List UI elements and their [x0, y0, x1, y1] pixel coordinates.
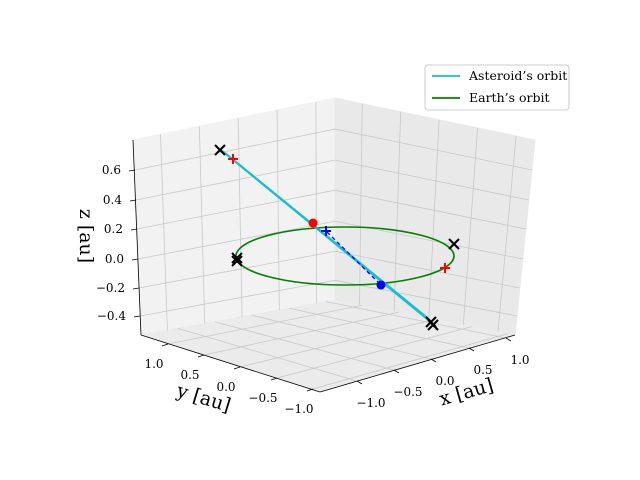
grid-floor-x — [289, 307, 470, 349]
y-tick-label: 1.0 — [144, 357, 163, 371]
grid-backleft-v — [276, 110, 280, 311]
asteroid-direction-segment — [326, 231, 382, 286]
marker-plus — [321, 226, 331, 236]
x-tick — [393, 369, 400, 374]
x-tick — [430, 358, 437, 363]
grid-z-right — [334, 128, 533, 171]
y-tick — [233, 366, 241, 370]
x-tick-label: 1.0 — [510, 353, 529, 367]
z-tick-label: −0.4 — [97, 309, 127, 323]
grid-floor-y — [276, 326, 472, 379]
grid-floor-x — [214, 321, 395, 371]
marker-dot — [308, 218, 318, 228]
legend: Asteroid’s orbit Earth’s orbit — [424, 64, 570, 111]
y-axis-line — [140, 334, 321, 393]
y-tick — [306, 388, 314, 392]
z-tick — [131, 258, 139, 261]
y-tick-label: 0.5 — [180, 368, 199, 382]
marker-x — [214, 144, 226, 156]
grid-z-left — [134, 128, 336, 171]
z-axis-line — [132, 139, 142, 336]
grid-backleft-v — [160, 134, 168, 331]
grid-floor-y — [239, 318, 435, 368]
z-tick-label: −0.2 — [96, 281, 125, 295]
y-tick — [270, 377, 278, 381]
grid-backleft-v — [198, 126, 206, 324]
x-tick — [468, 347, 475, 352]
grid-z-right — [334, 159, 529, 201]
x-tick-label: −0.5 — [393, 385, 422, 399]
marker-x — [427, 319, 439, 331]
grid-backright-v — [428, 119, 440, 319]
grid-z-left — [137, 220, 336, 260]
y-tick — [161, 343, 169, 347]
grid-floor-x — [325, 301, 507, 339]
grid-z-left — [136, 189, 336, 230]
y-tick-label: 0.0 — [216, 380, 235, 394]
tick-marks — [128, 169, 512, 392]
z-tick-label: 0.2 — [104, 222, 123, 236]
marker-x — [231, 255, 243, 267]
y-tick — [197, 354, 205, 358]
pane-back-right — [334, 97, 536, 336]
z-tick — [128, 169, 136, 172]
marker-x — [448, 238, 460, 250]
grid-floor-y — [203, 311, 399, 356]
z-tick — [133, 315, 141, 318]
grid-z-left — [138, 250, 336, 289]
marker-plus — [440, 263, 450, 273]
markers — [214, 144, 460, 331]
tick-labels: −1.0 −0.5 0.0 0.5 1.0 −1.0 −0.5 0.0 0.5 1.0 −0.4 −0… — [96, 163, 530, 416]
y-tick-label: −1.0 — [284, 402, 313, 416]
x-tick — [356, 380, 363, 385]
z-tick-label: 0.6 — [102, 163, 121, 177]
grid-z-right — [334, 250, 520, 289]
legend-box — [424, 64, 570, 111]
z-tick-label: 0.0 — [105, 252, 124, 266]
grid-z-left — [135, 159, 336, 201]
grid-z-left — [139, 279, 336, 317]
x-tick — [505, 337, 512, 342]
x-tick-label: 0.5 — [473, 363, 492, 377]
grid-backright-v — [393, 111, 402, 312]
z-tick — [130, 228, 138, 231]
grid-backright-v — [462, 127, 479, 325]
x-tick-label: −1.0 — [356, 396, 385, 410]
grid-backright-v — [359, 103, 363, 305]
x-tick-label: 0.0 — [435, 374, 454, 388]
marker-x — [231, 252, 243, 264]
grid-backleft-v — [315, 101, 318, 304]
grid-floor-y — [312, 333, 509, 390]
marker-plus — [228, 154, 238, 164]
y-tick-label: −0.5 — [248, 391, 277, 405]
gridlines — [134, 101, 533, 390]
legend-label-earth: Earth’s orbit — [469, 90, 550, 105]
z-tick — [132, 287, 140, 290]
grid-floor-x — [251, 314, 432, 360]
z-axis-label: z [au] — [75, 209, 97, 263]
grid-z-right — [334, 189, 526, 230]
grid-z-right — [334, 279, 518, 317]
z-tick-label: 0.4 — [103, 193, 122, 207]
grid-backright-v — [497, 135, 517, 332]
grid-floor-y — [167, 304, 363, 345]
grid-backleft-v — [237, 118, 243, 317]
legend-label-asteroid: Asteroid’s orbit — [468, 68, 567, 83]
marker-dot — [376, 280, 386, 290]
asteroid-orbit-line — [220, 149, 433, 324]
grid-floor-x — [177, 327, 358, 382]
z-tick — [129, 199, 137, 202]
x-axis-line — [319, 334, 516, 393]
